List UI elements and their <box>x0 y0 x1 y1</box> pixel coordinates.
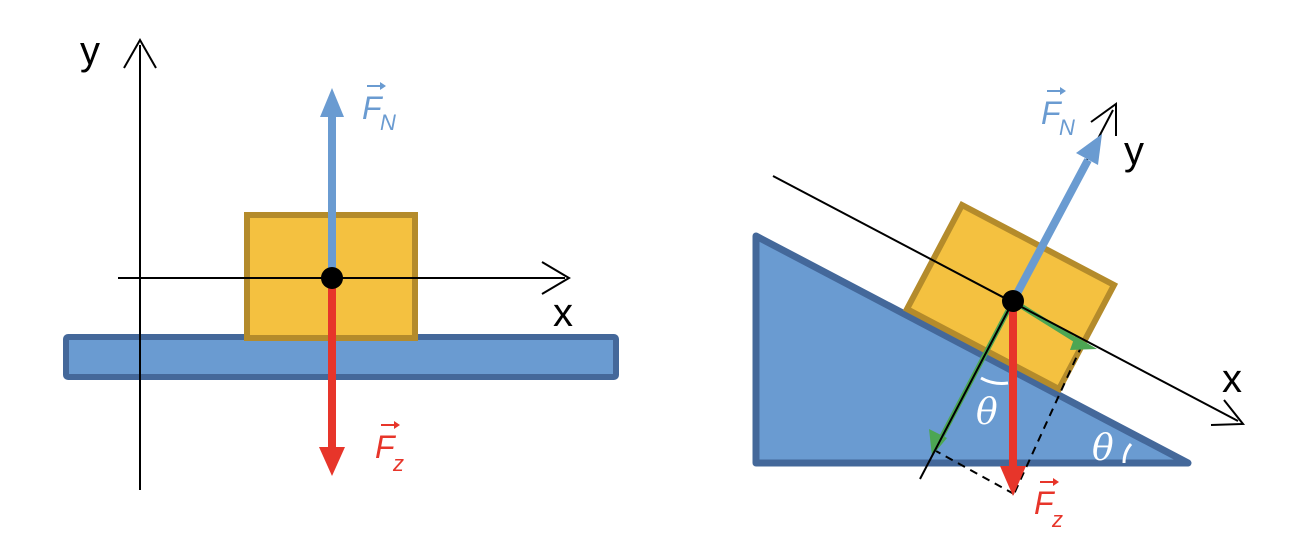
parallel-component-arrowhead <box>1070 336 1097 350</box>
right-diagram: y x θ θ F N F z <box>752 87 1246 532</box>
left-center-of-mass <box>321 267 343 289</box>
left-gravity-force-subscript: z <box>392 451 404 476</box>
incline-angle-arc <box>1122 443 1133 464</box>
incline-wedge <box>752 232 1192 467</box>
left-gravity-force-symbol: F <box>375 429 397 465</box>
right-x-axis-arrowhead <box>1210 399 1246 426</box>
left-x-axis-label: x <box>553 291 573 335</box>
right-normal-force-arrowhead <box>1076 134 1102 165</box>
right-gravity-force-label: F z <box>1034 478 1063 532</box>
left-gravity-force-label: F z <box>375 421 404 476</box>
right-normal-force-symbol: F <box>1041 95 1063 131</box>
vector-arrowhead-icon <box>380 82 386 90</box>
right-normal-force-arrow <box>1009 158 1092 303</box>
left-normal-force-label: F N <box>362 82 396 135</box>
right-normal-force-subscript: N <box>1059 115 1075 140</box>
right-x-axis-label: x <box>1222 357 1242 401</box>
left-normal-force-arrowhead <box>320 88 344 117</box>
force-angle-label: θ <box>976 392 998 433</box>
left-normal-force-symbol: F <box>362 90 384 126</box>
left-normal-force-subscript: N <box>380 110 396 135</box>
flat-surface <box>63 334 619 380</box>
vector-arrowhead-icon <box>1053 478 1059 486</box>
right-gravity-force-arrowhead <box>1000 466 1026 496</box>
right-normal-force-label: F N <box>1041 87 1075 140</box>
vector-arrowhead-icon <box>1060 87 1066 95</box>
left-diagram: y x F N F z <box>63 29 619 490</box>
left-x-axis-arrowhead <box>541 261 571 295</box>
vector-arrowhead-icon <box>394 421 400 429</box>
incline-angle-label: θ <box>1092 428 1114 469</box>
right-y-axis-arrowhead <box>1090 102 1117 136</box>
component-dashed-line <box>935 450 1015 495</box>
right-gravity-force-subscript: z <box>1051 507 1063 532</box>
right-center-of-mass <box>1002 290 1024 312</box>
left-y-axis-label: y <box>80 29 100 73</box>
left-y-axis-arrowhead <box>123 37 157 69</box>
force-angle-arc <box>980 376 1009 385</box>
right-gravity-force-symbol: F <box>1034 485 1056 521</box>
left-gravity-force-arrowhead <box>319 447 345 476</box>
right-y-axis-label: y <box>1124 129 1144 173</box>
